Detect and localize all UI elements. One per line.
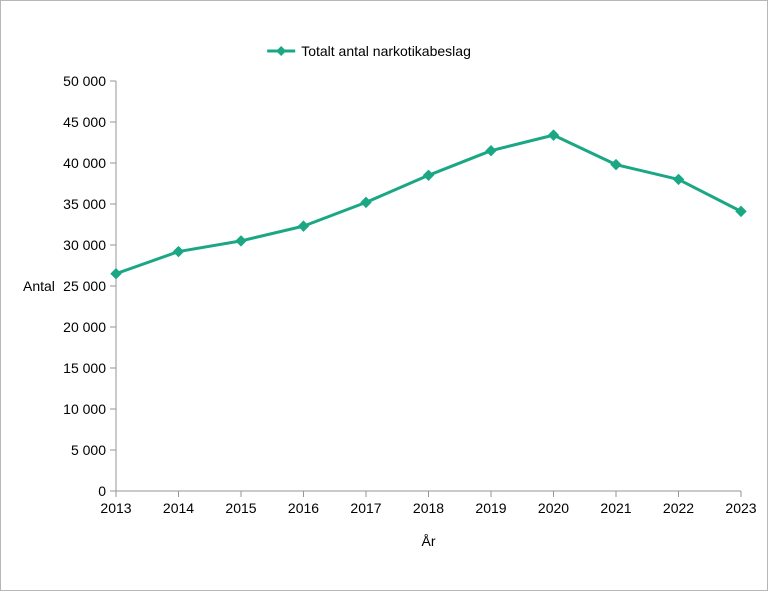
- series-marker: [299, 221, 309, 231]
- x-tick-label: 2015: [225, 500, 256, 516]
- y-tick-label: 30 000: [63, 237, 106, 253]
- y-tick-label: 45 000: [63, 114, 106, 130]
- series-marker: [611, 160, 621, 170]
- series-marker: [361, 197, 371, 207]
- y-tick-label: 50 000: [63, 73, 106, 89]
- y-tick-label: 20 000: [63, 319, 106, 335]
- series-marker: [236, 236, 246, 246]
- y-tick-label: 15 000: [63, 360, 106, 376]
- y-tick-label: 0: [98, 483, 106, 499]
- x-tick-label: 2023: [725, 500, 756, 516]
- x-tick-label: 2018: [413, 500, 444, 516]
- y-tick-label: 5 000: [71, 442, 106, 458]
- x-axis-title: År: [422, 533, 436, 549]
- chart-container: 0 5 000 10 000 15 000 20 000 25 000 30 000 35 0…: [0, 0, 768, 591]
- series-marker: [111, 269, 121, 279]
- y-tick-label: 40 000: [63, 155, 106, 171]
- series-line: [116, 135, 741, 274]
- x-tick-label: 2022: [663, 500, 694, 516]
- series-marker: [549, 130, 559, 140]
- line-chart: 0 5 000 10 000 15 000 20 000 25 000 30 000 35 0…: [1, 1, 768, 592]
- series-marker: [674, 174, 684, 184]
- x-tick-label: 2021: [600, 500, 631, 516]
- x-tick-label: 2013: [100, 500, 131, 516]
- x-tick-label: 2017: [350, 500, 381, 516]
- x-tick-label: 2016: [288, 500, 319, 516]
- series-marker: [174, 247, 184, 257]
- y-tick-label: 25 000: [63, 278, 106, 294]
- legend-marker: [276, 46, 286, 56]
- x-tick-label: 2020: [538, 500, 569, 516]
- series-marker: [486, 146, 496, 156]
- series-marker: [424, 170, 434, 180]
- x-tick-label: 2019: [475, 500, 506, 516]
- y-axis-title: Antal: [23, 278, 55, 294]
- series-marker: [736, 206, 746, 216]
- y-tick-label: 35 000: [63, 196, 106, 212]
- x-tick-label: 2014: [163, 500, 194, 516]
- legend-label: Totalt antal narkotikabeslag: [301, 43, 471, 59]
- y-tick-label: 10 000: [63, 401, 106, 417]
